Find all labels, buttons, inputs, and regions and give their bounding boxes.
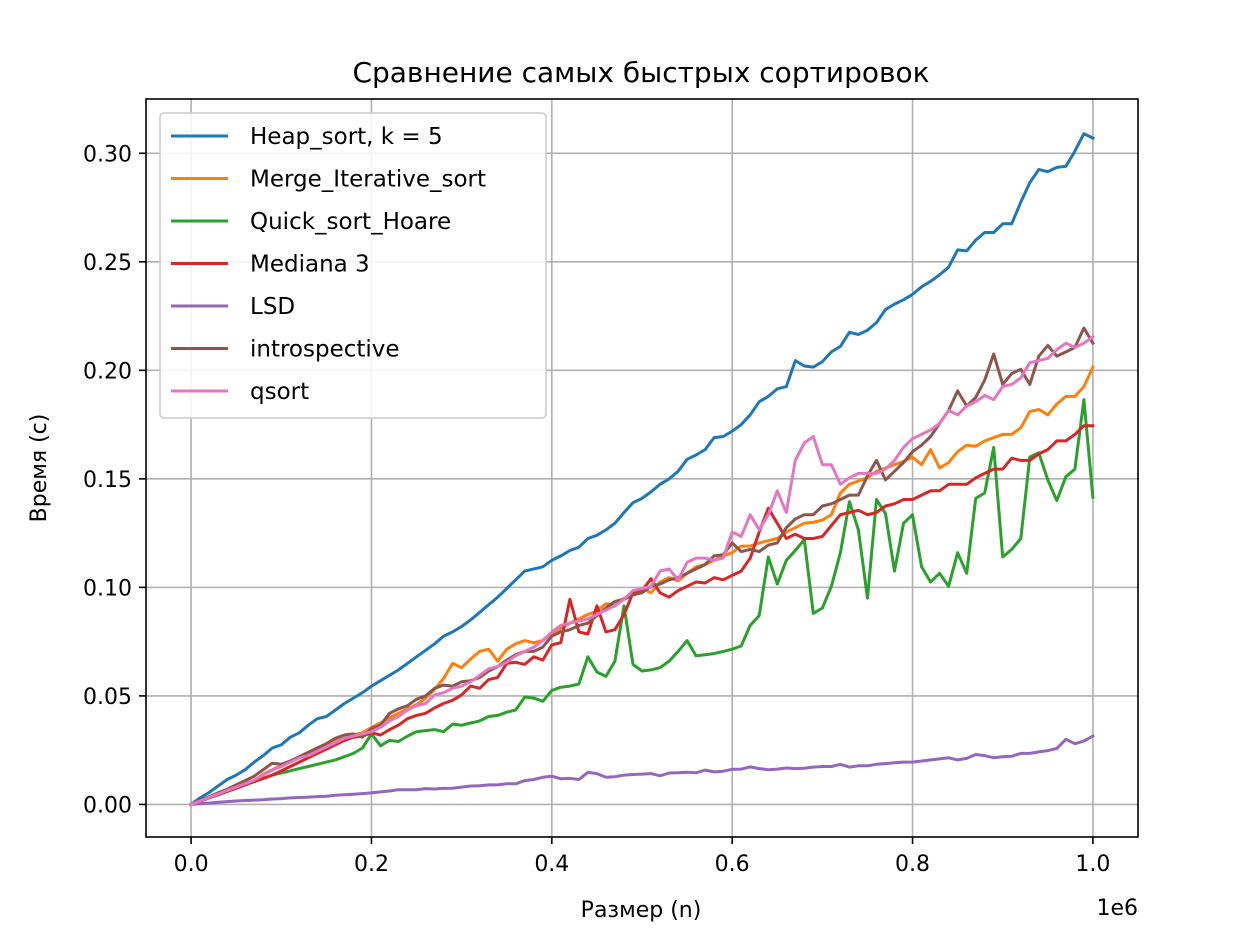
- x-tick-label: 0.2: [354, 852, 389, 877]
- y-tick-label: 0.20: [83, 359, 132, 384]
- series-line-quick-sort-hoare: [189, 398, 1095, 807]
- y-tick-label: 0.30: [83, 142, 132, 167]
- x-tick-label: 0.8: [895, 852, 930, 877]
- legend-label: Merge_Iterative_sort: [250, 167, 486, 193]
- legend-label: Heap_sort, k = 5: [250, 124, 443, 150]
- x-tick-label: 1.0: [1075, 852, 1110, 877]
- legend-label: Mediana 3: [250, 252, 370, 278]
- y-axis-label: Время (с): [27, 414, 52, 523]
- y-tick-label: 0.05: [83, 685, 132, 710]
- legend-label: LSD: [250, 294, 295, 320]
- y-tick-label: 0.00: [83, 793, 132, 818]
- legend: Heap_sort, k = 5 Merge_Iterative_sort Quic…: [159, 112, 547, 419]
- legend-label: introspective: [250, 337, 400, 363]
- legend-box: [159, 112, 547, 419]
- series-line-lsd: [189, 734, 1095, 806]
- y-tick-label: 0.15: [83, 468, 132, 493]
- x-axis-ticks: 0.0 0.2 0.4 0.6 0.8 1.0: [174, 837, 1110, 877]
- series-line-heap-sort-k-5: [189, 132, 1095, 807]
- x-tick-label: 0.6: [715, 852, 750, 877]
- y-axis-ticks: 0.00 0.05 0.10 0.15 0.20 0.25 0.30: [83, 142, 146, 818]
- chart-title: Сравнение самых быстрых сортировок: [352, 56, 929, 89]
- series-line-mediana-3: [189, 424, 1095, 807]
- legend-label: qsort: [250, 379, 309, 405]
- plot-frame: [145, 98, 1139, 838]
- series-lines: [189, 132, 1095, 807]
- x-axis-offset-label: 1e6: [1096, 896, 1138, 921]
- y-tick-label: 0.25: [83, 251, 132, 276]
- x-axis-label: Размер (n): [581, 898, 702, 923]
- legend-label: Quick_sort_Hoare: [250, 209, 451, 235]
- x-tick-label: 0.0: [174, 852, 209, 877]
- y-tick-label: 0.10: [83, 576, 132, 601]
- series-line-qsort: [189, 334, 1095, 807]
- x-tick-label: 0.4: [534, 852, 569, 877]
